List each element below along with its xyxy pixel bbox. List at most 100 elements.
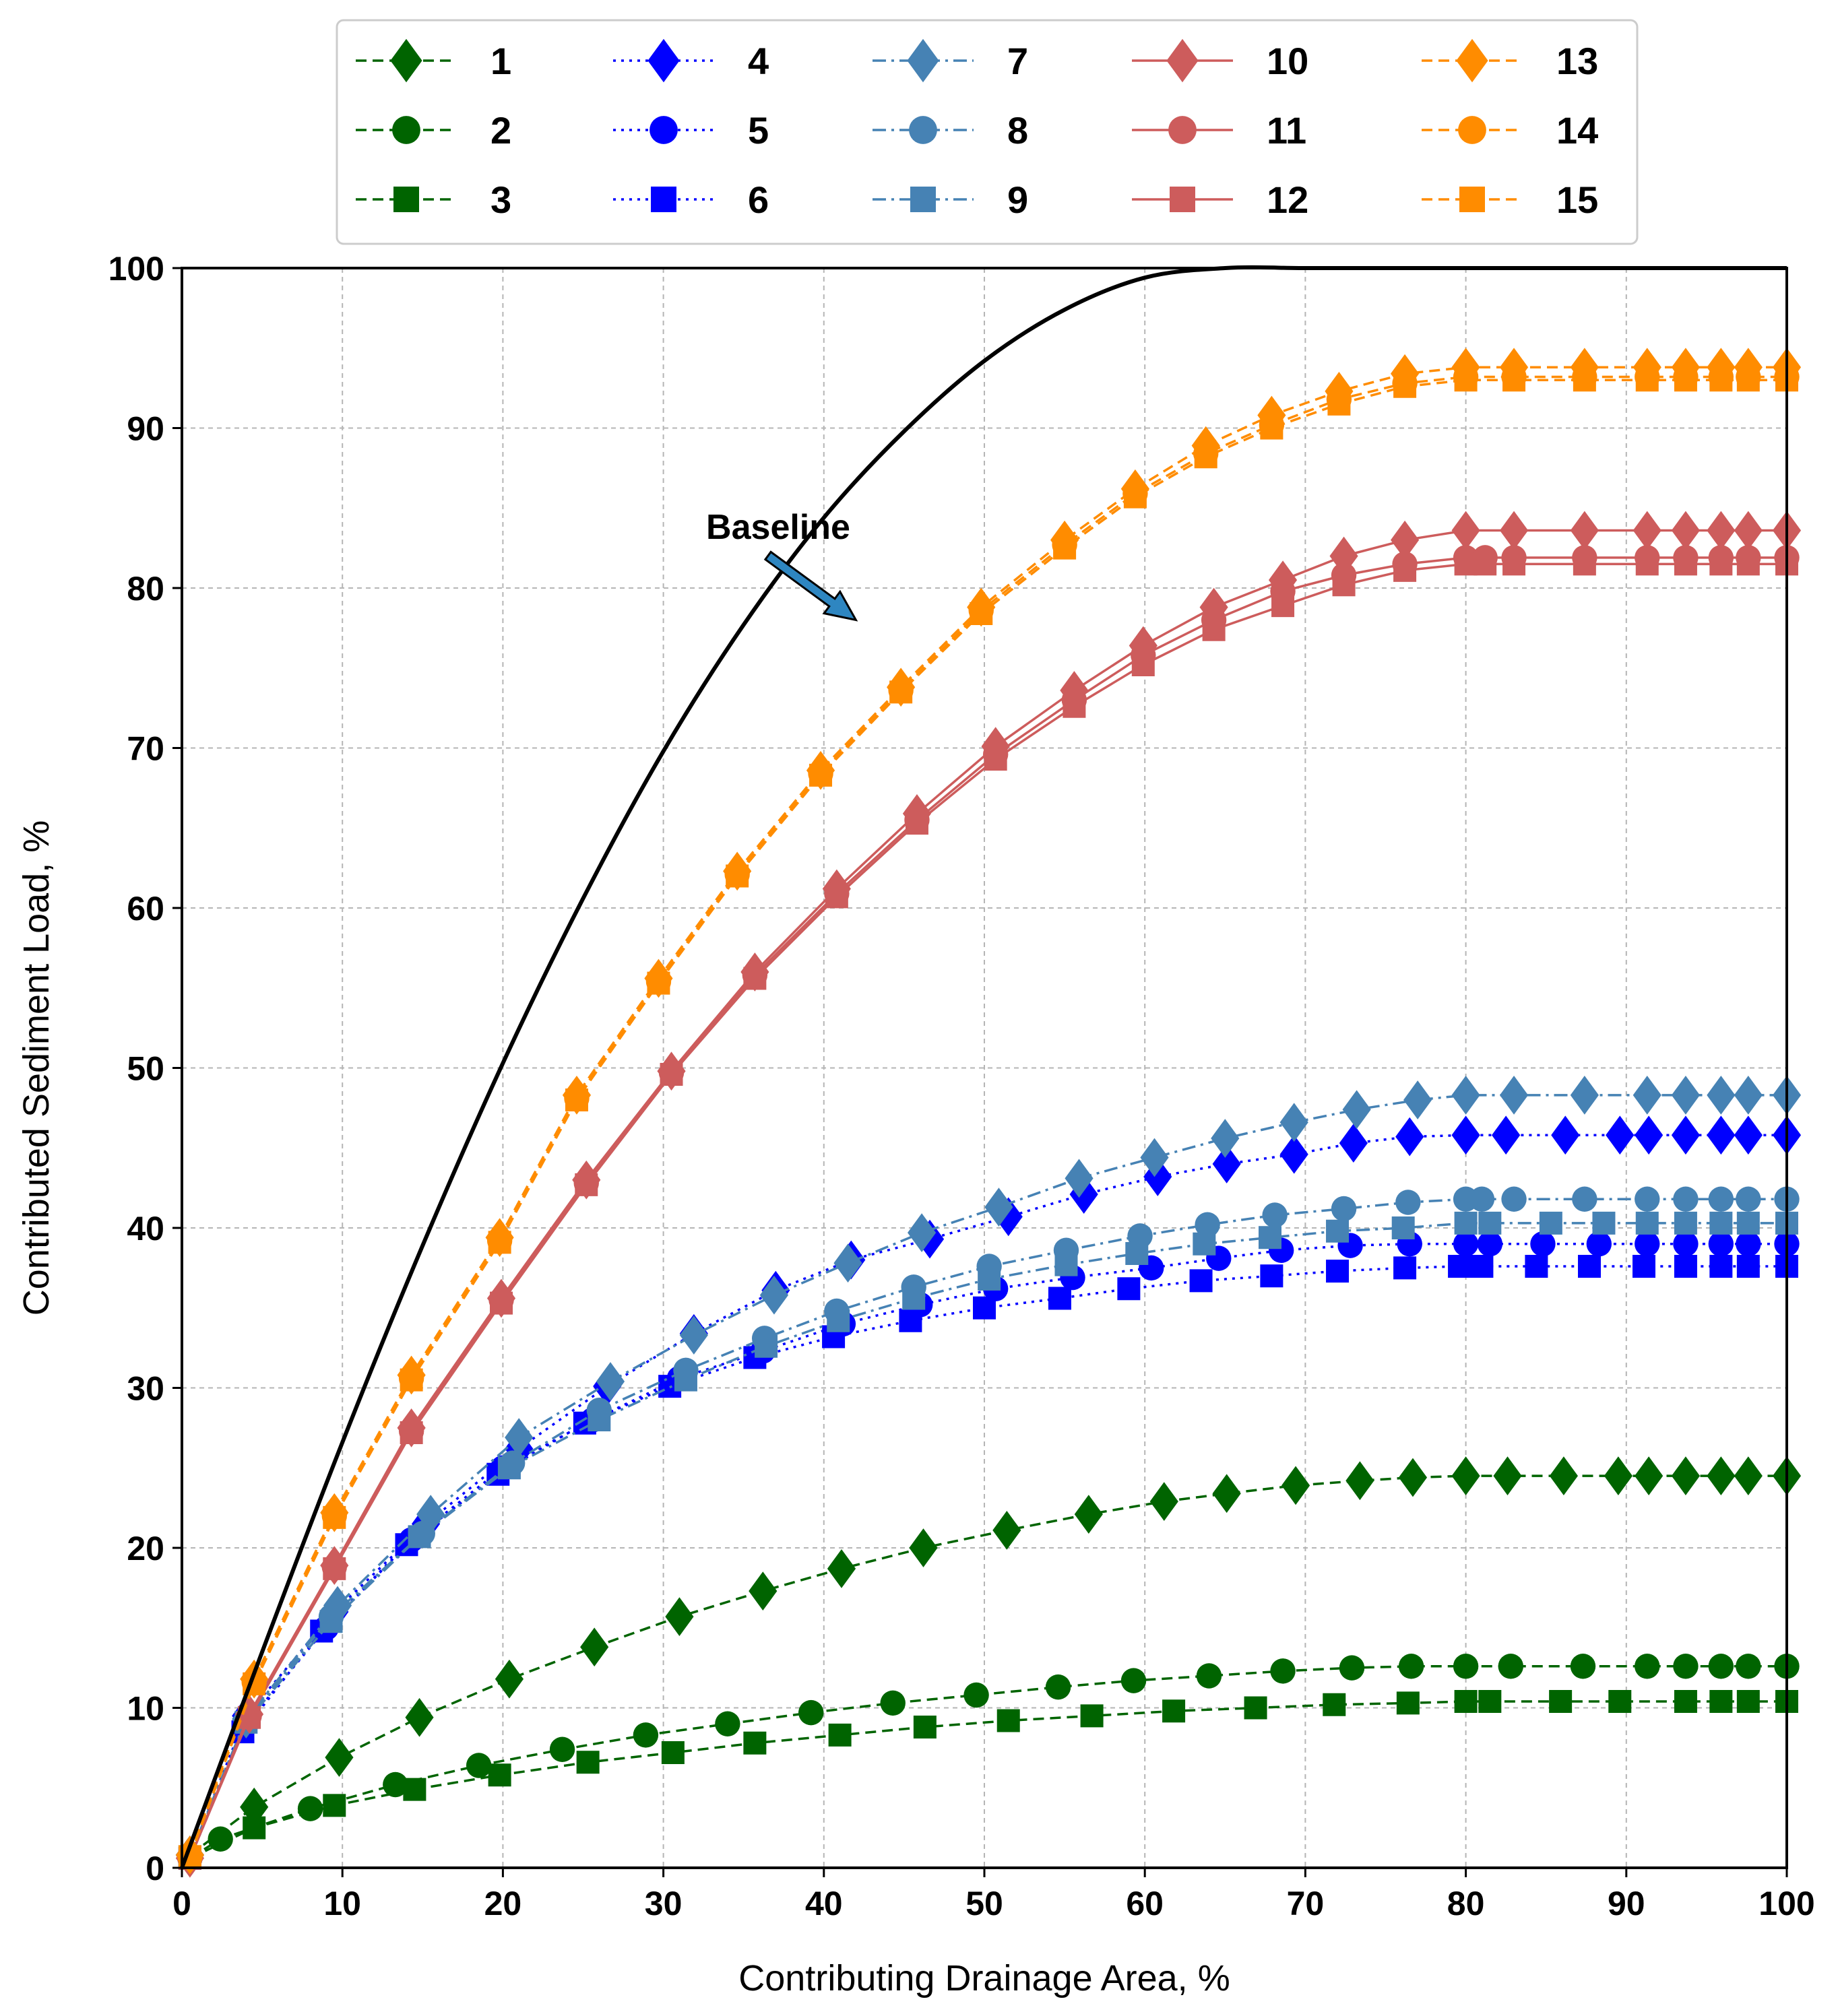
series-3-point (1323, 1693, 1346, 1716)
series-1-line (189, 1474, 1787, 1856)
series-7-point (1734, 1075, 1763, 1115)
legend-item-11: 11 (1132, 109, 1306, 152)
legend-marker-11 (1168, 116, 1197, 144)
series-4-point (1635, 1115, 1663, 1155)
series-3-point (1608, 1690, 1632, 1713)
series-2-point (1498, 1654, 1523, 1679)
series-1-point (1398, 1458, 1428, 1497)
series-9-point (827, 1309, 850, 1332)
legend-label-15: 15 (1556, 178, 1598, 221)
series-9-point (319, 1610, 343, 1633)
legend-item-4: 4 (613, 38, 769, 83)
y-tick-label: 70 (127, 730, 164, 768)
series-15-point (1327, 392, 1351, 416)
series-5-point (1477, 1231, 1503, 1257)
series-15-point (323, 1505, 346, 1529)
series-2-point (880, 1690, 906, 1716)
legend-marker-14 (1458, 116, 1486, 144)
series-6-point (1117, 1277, 1141, 1301)
legend-marker-1 (390, 38, 422, 83)
series-9-point (1125, 1242, 1149, 1265)
x-tick-label: 20 (484, 1885, 522, 1922)
series-15-point (488, 1231, 511, 1254)
series-15-point (1674, 368, 1697, 392)
series-12-point (743, 967, 767, 990)
x-tick-label: 50 (965, 1885, 1003, 1922)
series-2-point (1736, 1654, 1761, 1679)
series-9-point (1709, 1211, 1733, 1235)
series-15-point (1123, 485, 1147, 509)
legend-marker-9 (910, 187, 936, 212)
series-2-point (1196, 1663, 1222, 1689)
series-8-point (1262, 1202, 1288, 1228)
legend-item-5: 5 (613, 109, 769, 152)
series-15-point (400, 1368, 423, 1392)
series-6-point (1393, 1256, 1417, 1280)
series-7-point (1570, 1075, 1599, 1115)
y-tick-label: 80 (127, 570, 164, 608)
series-1-point (1671, 1456, 1701, 1496)
x-tick-label: 0 (172, 1885, 191, 1922)
series-1-point (1149, 1482, 1178, 1522)
series-7-point (1140, 1138, 1169, 1177)
series-2 (177, 1654, 1800, 1871)
series-8-point (1331, 1196, 1357, 1222)
series-15-point (1260, 416, 1284, 440)
series-1-point (992, 1510, 1021, 1550)
series-1-point (1707, 1456, 1736, 1496)
series-4-point (1451, 1115, 1480, 1155)
series-1-point (1212, 1474, 1241, 1514)
series-6-point (1633, 1255, 1656, 1278)
legend-label-10: 10 (1267, 40, 1308, 82)
legend-item-2: 2 (356, 109, 511, 152)
legend-label-6: 6 (748, 178, 769, 221)
legend-marker-7 (907, 38, 939, 83)
legend-marker-10 (1166, 38, 1199, 83)
series-9-point (1539, 1211, 1562, 1235)
series-12-point (490, 1291, 513, 1315)
legend-box (336, 19, 1639, 245)
series-12-point (984, 748, 1007, 771)
legend-item-12: 12 (1132, 178, 1308, 221)
series-9-point (1478, 1211, 1502, 1235)
series-8-point (1736, 1186, 1761, 1212)
series-12-point (1709, 552, 1733, 576)
series-6-point (1674, 1255, 1697, 1278)
series-15-point (1053, 536, 1077, 560)
legend-item-9: 9 (873, 178, 1028, 221)
legend-marker-15 (1459, 187, 1485, 212)
series-8-point (1708, 1186, 1734, 1212)
x-tick-label: 40 (805, 1885, 843, 1922)
series-2-point (1635, 1654, 1660, 1679)
series-2-point (633, 1722, 659, 1748)
series-8-point (1635, 1186, 1660, 1212)
series-3-point (403, 1778, 426, 1801)
series-2-point (1398, 1654, 1424, 1679)
series-8-point (1673, 1186, 1699, 1212)
series-7-point (759, 1275, 789, 1315)
series-7-point (1451, 1075, 1480, 1115)
series-3-point (323, 1794, 346, 1817)
series-1-point (1493, 1456, 1522, 1496)
x-tick-label: 10 (323, 1885, 361, 1922)
series-6-point (1709, 1255, 1733, 1278)
legend-label-11: 11 (1267, 109, 1306, 152)
series-6-point (1326, 1260, 1350, 1283)
series-10-point (1734, 511, 1763, 550)
series-4-point (1279, 1134, 1308, 1174)
series-15-point (970, 602, 993, 625)
series-5-point (1736, 1231, 1761, 1257)
series-9-point (755, 1334, 778, 1358)
legend-item-14: 14 (1422, 109, 1598, 152)
series-3-point (488, 1763, 511, 1787)
series-4-point (1212, 1144, 1241, 1183)
series-9-line (189, 1222, 1787, 1858)
series-2-point (1339, 1655, 1365, 1681)
series-9-point (1736, 1211, 1760, 1235)
x-tick-label: 70 (1287, 1885, 1325, 1922)
series-6-point (1736, 1255, 1760, 1278)
series-9-point (674, 1368, 697, 1392)
series-15-point (809, 763, 833, 787)
series-3-point (1736, 1690, 1760, 1713)
series-4-point (1707, 1115, 1736, 1155)
